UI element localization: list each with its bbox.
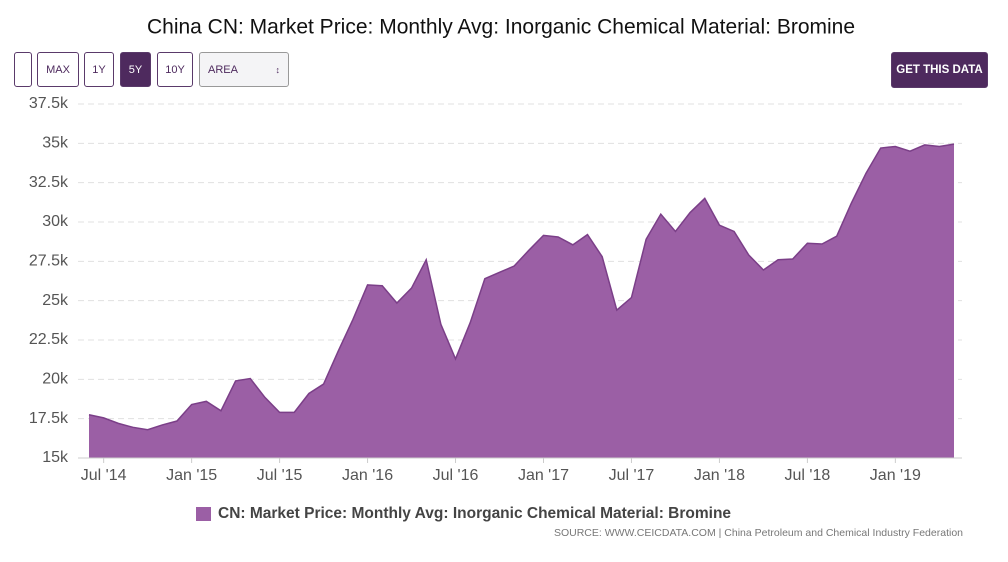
range-button[interactable]: MAX (37, 52, 79, 87)
y-tick-label: 30k (42, 213, 69, 230)
x-tick-label: Jan '18 (694, 467, 745, 484)
select-arrows: ↕ (275, 64, 281, 75)
x-tick-label: Jul '18 (785, 467, 831, 484)
x-tick-label: Jul '14 (81, 467, 127, 484)
range-button[interactable]: 1Y (84, 52, 114, 87)
y-tick-label: 25k (42, 292, 69, 309)
y-tick-label: 27.5k (29, 253, 69, 270)
select-label: AREA (208, 63, 238, 76)
y-tick-label: 35k (42, 135, 69, 152)
x-tick-label: Jul '17 (609, 467, 655, 484)
area-line (88, 143, 955, 431)
y-tick-label: 32.5k (29, 174, 69, 191)
y-tick-label: 15k (42, 449, 69, 466)
source: SOURCE: WWW.CEICDATA.COM | China Petrole… (554, 527, 963, 539)
y-tick-label: 20k (42, 371, 69, 388)
legend-label: CN: Market Price: Monthly Avg: Inorganic… (218, 505, 731, 522)
y-tick-label: 17.5k (29, 410, 69, 427)
legend-swatch (196, 507, 211, 521)
x-tick-label: Jul '15 (257, 467, 303, 484)
blank-button[interactable] (14, 52, 32, 87)
x-tick-label: Jan '16 (342, 467, 393, 484)
y-tick-label: 37.5k (29, 95, 69, 112)
x-tick-label: Jan '17 (518, 467, 569, 484)
x-tick-label: Jul '16 (433, 467, 479, 484)
area (89, 144, 954, 458)
range-button[interactable]: 10Y (157, 52, 193, 87)
x-tick-label: Jan '15 (166, 467, 217, 484)
x-tick-label: Jan '19 (870, 467, 921, 484)
chart-title: China CN: Market Price: Monthly Avg: Ino… (147, 16, 855, 39)
y-tick-label: 22.5k (29, 331, 69, 348)
range-button[interactable]: 5Y (120, 52, 151, 87)
chart-type-select[interactable]: AREA ↕ (199, 52, 289, 87)
get-data-button[interactable]: GET THIS DATA (891, 52, 988, 88)
